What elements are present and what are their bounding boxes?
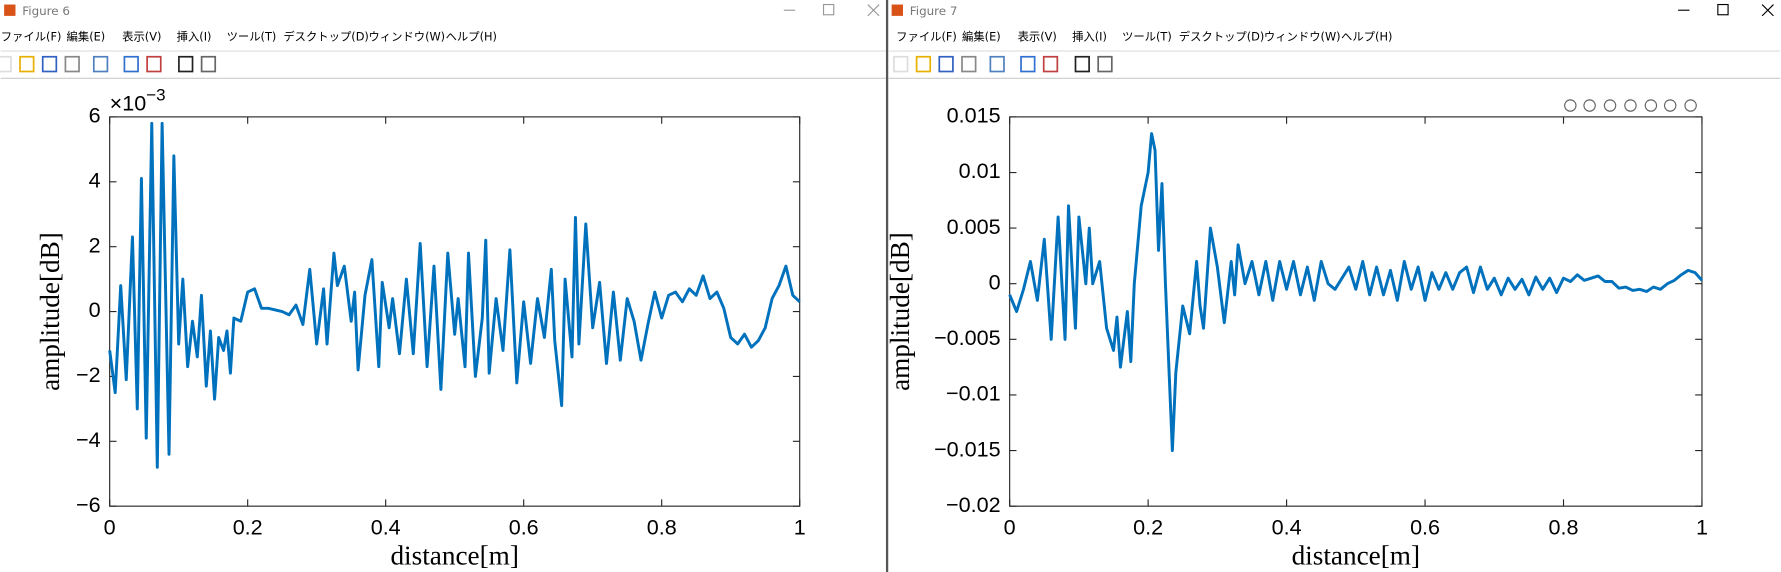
y-tick-label: −2: [76, 362, 101, 387]
maximize-button[interactable]: [1717, 3, 1729, 16]
toolbar-button[interactable]: [961, 55, 977, 73]
menu-item[interactable]: デスクトップ(D): [1179, 29, 1265, 43]
y-tick-label: −0.015: [934, 436, 1001, 461]
close-button[interactable]: [1761, 4, 1774, 17]
y-tick-label: −6: [76, 492, 101, 517]
x-tick-label: 0.2: [1133, 515, 1163, 540]
y-tick-label: 6: [89, 103, 101, 128]
toolbar-button[interactable]: [146, 55, 162, 73]
x-tick-label: 0.8: [1549, 515, 1579, 540]
exponent-base: ×10: [110, 90, 147, 115]
y-tick-label: −0.02: [946, 492, 1001, 517]
menu-item[interactable]: ウィンドウ(W): [1264, 29, 1341, 43]
x-tick-label: 0.4: [1272, 515, 1302, 540]
y-tick-label: −0.005: [934, 325, 1001, 350]
x-tick-label: 1: [794, 515, 806, 540]
window-icon: [891, 4, 903, 16]
y-tick-label: 0.015: [947, 103, 1001, 128]
window-icon: [4, 4, 16, 16]
exponent-power: −3: [146, 85, 165, 104]
y-tick-label: 0.01: [959, 158, 1001, 183]
menu-item[interactable]: 挿入(I): [177, 29, 212, 43]
y-axis-label: amplitude[dB]: [35, 232, 65, 391]
toolbar-button[interactable]: [19, 55, 35, 73]
menu-item[interactable]: ウィンドウ(W): [368, 29, 445, 43]
x-tick-label: 0: [104, 515, 116, 540]
y-tick-label: 0: [89, 297, 101, 322]
axes-toolbar-button[interactable]: [1624, 99, 1637, 112]
x-axis-label: distance[m]: [390, 541, 518, 571]
y-tick-label: 0: [989, 269, 1001, 294]
toolbar-button[interactable]: [1042, 55, 1059, 73]
toolbar-button[interactable]: [92, 55, 109, 73]
toolbar-button[interactable]: [915, 55, 932, 73]
menu-item[interactable]: デスクトップ(D): [283, 29, 369, 43]
x-tick-label: 0.6: [509, 515, 539, 540]
axes-toolbar-button[interactable]: [1603, 99, 1617, 112]
menu-item[interactable]: 表示(V): [122, 29, 161, 43]
axes-toolbar-button[interactable]: [1684, 99, 1697, 112]
menu-item[interactable]: ファイル(F): [896, 29, 957, 43]
axes-toolbar-button[interactable]: [1564, 99, 1577, 112]
menu-item[interactable]: ツール(T): [1122, 29, 1172, 43]
x-tick-label: 0: [1004, 515, 1016, 540]
plot-area: [109, 116, 801, 507]
x-tick-label: 0.8: [647, 515, 677, 540]
axes-toolbar-button[interactable]: [1583, 99, 1596, 112]
menu-item[interactable]: ツール(T): [227, 29, 277, 43]
menu-item[interactable]: 表示(V): [1018, 29, 1057, 43]
axes-toolbar-button[interactable]: [1644, 99, 1658, 112]
axis-exponent: ×10−3: [110, 85, 166, 115]
toolbar-button[interactable]: [893, 55, 909, 73]
toolbar-button[interactable]: [989, 55, 1005, 73]
menu-item[interactable]: ファイル(F): [1, 29, 62, 43]
y-tick-label: 2: [89, 232, 101, 257]
y-tick-label: −0.01: [946, 381, 1001, 406]
menu-item[interactable]: 編集(E): [67, 29, 106, 43]
toolbar-button[interactable]: [64, 55, 80, 73]
toolbar-button[interactable]: [938, 55, 954, 73]
window-title: Figure 6: [22, 4, 70, 18]
toolbar-button[interactable]: [200, 55, 217, 73]
close-button[interactable]: [867, 4, 880, 17]
toolbar-button[interactable]: [1020, 55, 1036, 73]
toolbar-button[interactable]: [0, 55, 12, 73]
menu-item[interactable]: ヘルプ(H): [1341, 29, 1392, 43]
x-axis-label: distance[m]: [1292, 541, 1420, 571]
menu-item[interactable]: 編集(E): [962, 29, 1001, 43]
y-tick-label: 4: [89, 167, 101, 192]
menu-item[interactable]: 挿入(I): [1072, 29, 1107, 43]
x-tick-label: 0.2: [233, 515, 263, 540]
toolbar-button[interactable]: [123, 55, 139, 73]
menu-item[interactable]: ヘルプ(H): [446, 29, 497, 43]
plot-area: [1009, 116, 1703, 507]
window-title: Figure 7: [910, 4, 958, 18]
x-tick-label: 0.6: [1410, 515, 1440, 540]
toolbar-button[interactable]: [41, 55, 58, 73]
data-line: [108, 121, 801, 469]
x-tick-label: 1: [1696, 515, 1708, 540]
y-tick-label: 0.005: [947, 214, 1001, 239]
maximize-button[interactable]: [822, 3, 835, 16]
y-tick-label: −4: [76, 427, 101, 452]
axes-toolbar-button[interactable]: [1663, 99, 1677, 112]
x-tick-label: 0.4: [371, 515, 401, 540]
data-line: [1008, 132, 1704, 453]
toolbar-button[interactable]: [178, 55, 194, 73]
toolbar-button[interactable]: [1074, 55, 1090, 73]
toolbar-button[interactable]: [1097, 55, 1113, 73]
y-axis-label: amplitude[dB]: [885, 232, 915, 391]
